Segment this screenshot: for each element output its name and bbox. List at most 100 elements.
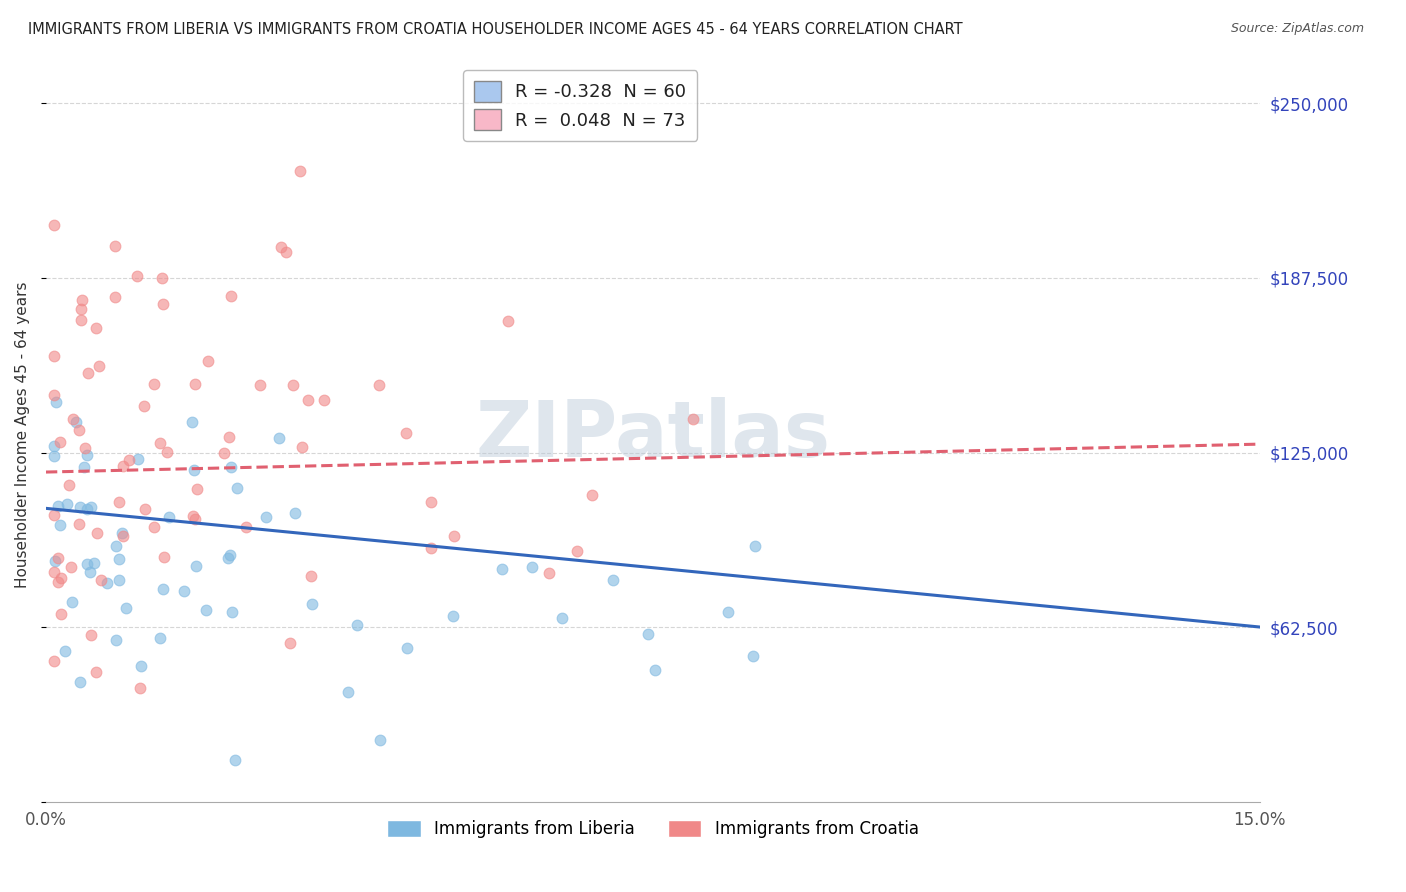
Point [290, 164, 312, 178]
Point [53, 644, 76, 658]
Point [291, 440, 314, 454]
Point [76, 501, 98, 516]
Point [184, 376, 207, 391]
Point [76, 557, 98, 571]
Point [90, 573, 112, 587]
Point [249, 377, 271, 392]
Point [67, 516, 90, 531]
Point [346, 618, 368, 632]
Point [83, 556, 105, 570]
Point [73, 441, 96, 455]
Point [87, 359, 110, 373]
Point [127, 452, 149, 467]
Point [96, 575, 118, 590]
Point [45, 395, 67, 409]
Point [42, 449, 65, 463]
Point [69, 313, 91, 327]
Point [143, 377, 166, 392]
Point [49, 607, 72, 621]
Point [644, 664, 666, 678]
Point [112, 459, 135, 474]
Point [581, 488, 603, 502]
Point [132, 399, 155, 413]
Point [276, 245, 298, 260]
Point [49, 434, 72, 449]
Point [114, 601, 136, 615]
Point [149, 435, 172, 450]
Point [551, 611, 574, 625]
Point [224, 753, 246, 767]
Point [195, 603, 218, 617]
Point [441, 609, 464, 624]
Point [682, 411, 704, 425]
Point [129, 681, 152, 696]
Point [77, 366, 100, 380]
Point [212, 446, 235, 460]
Point [44, 554, 66, 568]
Point [108, 551, 131, 566]
Point [226, 481, 249, 495]
Point [80, 500, 103, 514]
Point [69, 301, 91, 316]
Point [491, 562, 513, 576]
Point [221, 605, 243, 619]
Point [127, 269, 149, 284]
Point [270, 240, 292, 254]
Point [49, 571, 72, 585]
Point [520, 560, 543, 574]
Point [73, 460, 96, 475]
Point [129, 659, 152, 673]
Point [65, 415, 87, 429]
Point [219, 460, 242, 475]
Point [184, 511, 207, 525]
Point [197, 353, 219, 368]
Point [72, 293, 94, 307]
Point [60, 594, 83, 608]
Point [336, 685, 359, 699]
Point [58, 477, 80, 491]
Point [183, 508, 205, 523]
Point [108, 574, 131, 588]
Point [150, 271, 173, 285]
Point [281, 377, 304, 392]
Point [368, 733, 391, 747]
Point [299, 568, 322, 582]
Point [637, 627, 659, 641]
Point [42, 439, 65, 453]
Point [173, 583, 195, 598]
Point [111, 529, 134, 543]
Point [254, 509, 277, 524]
Point [104, 290, 127, 304]
Point [297, 392, 319, 407]
Point [537, 566, 560, 581]
Point [284, 506, 307, 520]
Point [42, 388, 65, 402]
Point [55, 497, 77, 511]
Point [496, 314, 519, 328]
Point [420, 541, 443, 555]
Point [152, 550, 174, 565]
Point [368, 377, 391, 392]
Point [42, 508, 65, 522]
Text: Source: ZipAtlas.com: Source: ZipAtlas.com [1230, 22, 1364, 36]
Point [217, 550, 239, 565]
Point [117, 452, 139, 467]
Point [741, 648, 763, 663]
Point [42, 654, 65, 668]
Point [717, 605, 740, 619]
Point [181, 415, 204, 429]
Point [46, 575, 69, 590]
Point [110, 525, 132, 540]
Point [86, 665, 108, 679]
Point [219, 548, 242, 562]
Text: IMMIGRANTS FROM LIBERIA VS IMMIGRANTS FROM CROATIA HOUSEHOLDER INCOME AGES 45 - : IMMIGRANTS FROM LIBERIA VS IMMIGRANTS FR… [28, 22, 963, 37]
Point [157, 509, 180, 524]
Point [567, 544, 589, 558]
Point [395, 425, 418, 440]
Point [602, 574, 624, 588]
Point [69, 675, 91, 690]
Point [269, 431, 291, 445]
Point [219, 289, 242, 303]
Legend: Immigrants from Liberia, Immigrants from Croatia: Immigrants from Liberia, Immigrants from… [381, 813, 925, 845]
Point [79, 627, 101, 641]
